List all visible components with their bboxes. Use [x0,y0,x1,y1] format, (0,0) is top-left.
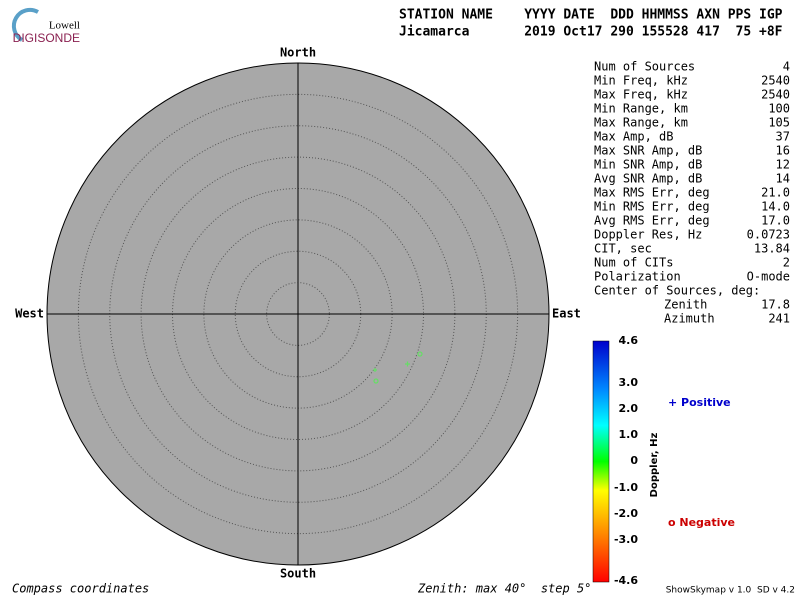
header-line: Jicamarca 2019 Oct17 290 155528 417 75 +… [399,25,783,40]
stat-value: 14 [776,172,790,186]
footer-right: ShowSkymap v 1.0 SD v 4.2 [666,586,795,596]
colorbar-tick: -1.0 [614,481,638,494]
colorbar-tick: 4.6 [619,334,639,347]
colorbar-tick: 1.0 [619,428,639,441]
stat-label: Azimuth [664,312,715,326]
stat-label: Min RMS Err, deg [594,200,710,214]
stat-label: Num of Sources [594,60,695,74]
legend-negative: o Negative [668,516,735,529]
compass-label: South [280,567,316,581]
legend-positive: + Positive [668,396,731,409]
compass-label: East [552,307,581,321]
header-line: STATION NAME YYYY DATE DDD HHMMSS AXN PP… [399,8,783,23]
stat-value: 37 [776,130,790,144]
stat-value: 2540 [761,88,790,102]
source-point [405,361,410,367]
stat-label: Max Amp, dB [594,130,673,144]
stat-value: 0.0723 [747,228,790,242]
stat-value: 16 [776,144,790,158]
compass-label: North [280,46,316,60]
stat-label: Min Range, km [594,102,688,116]
stat-label: CIT, sec [594,242,652,256]
stat-value: 14.0 [761,200,790,214]
colorbar [592,340,610,583]
colorbar-tick: -2.0 [614,507,638,520]
logo-text: Lowell [49,20,80,32]
stat-value: 241 [768,312,790,326]
stat-label: Avg SNR Amp, dB [594,172,702,186]
source-point [373,368,377,372]
stat-value: 12 [776,158,790,172]
stat-label: Min SNR Amp, dB [594,158,702,172]
source-point [373,378,379,384]
stat-label: Max RMS Err, deg [594,186,710,200]
compass-label: West [15,307,44,321]
stat-value: O-mode [747,270,790,284]
stat-value: 21.0 [761,186,790,200]
stat-label: Zenith [664,298,707,312]
stat-label: Doppler Res, Hz [594,228,702,242]
colorbar-tick: 2.0 [619,402,639,415]
stat-label: Min Freq, kHz [594,74,688,88]
colorbar-label: Doppler, Hz [649,433,660,498]
stat-value: 17.8 [761,298,790,312]
logo-text: DIGISONDE [13,31,80,45]
stat-value: 105 [768,116,790,130]
stat-heading: Center of Sources, deg: [594,284,760,298]
stat-label: Max SNR Amp, dB [594,144,702,158]
stat-value: 2540 [761,74,790,88]
stat-label: Avg RMS Err, deg [594,214,710,228]
colorbar-tick: 3.0 [619,376,639,389]
source-point [417,351,423,357]
footer-left: Compass coordinates [12,582,149,596]
stat-value: 13.84 [754,242,790,256]
colorbar-tick: 0 [630,454,638,467]
stat-value: 17.0 [761,214,790,228]
stat-label: Max Range, km [594,116,688,130]
stat-value: 100 [768,102,790,116]
footer-center: Zenith: max 40° step 5° [417,582,591,596]
colorbar-tick: -3.0 [614,533,638,546]
stat-label: Max Freq, kHz [594,88,688,102]
colorbar-tick: -4.6 [614,574,638,587]
logo-arc [11,7,39,42]
stat-value: 4 [783,60,790,74]
stat-label: Num of CITs [594,256,673,270]
stat-label: Polarization [594,270,681,284]
stat-value: 2 [783,256,790,270]
